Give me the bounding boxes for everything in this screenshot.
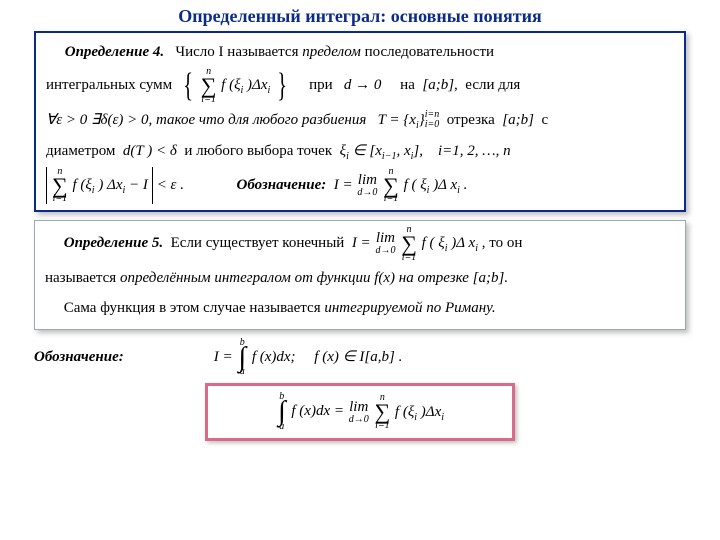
integral-icon: b ∫ a <box>238 338 246 378</box>
sigma-icon: n ∑ i=1 <box>401 225 417 263</box>
def4-d0: d → 0 <box>344 77 382 93</box>
def4-t1: Число I называется <box>175 44 298 60</box>
def4-t11: и любого выбора точек <box>184 143 332 159</box>
def5-t3: называется <box>45 270 116 286</box>
def4-t3: последовательности <box>365 44 494 60</box>
def4-t9: отрезка <box>447 112 495 128</box>
def4-dT: d(T ) < δ <box>123 143 177 159</box>
def4-t2: пределом <box>302 44 361 60</box>
def4-sumbody: f (ξi )Δxi <box>221 77 274 93</box>
def4-line5: n ∑ i=1 f (ξi ) Δxi − I < ε . Обозначени… <box>46 167 674 205</box>
notation-line: Обозначение: I = b ∫ a f (x)dx; f (x) ∈ … <box>34 338 686 378</box>
def5-line1: Определение 5. Если существует конечный … <box>45 225 675 263</box>
def4-t4: интегральных сумм <box>46 77 172 93</box>
left-brace-icon: { <box>183 72 193 99</box>
def4-stack: i=ni=0 <box>425 110 440 130</box>
definition-4-box: Определение 4. Число I называется предел… <box>34 31 686 212</box>
right-brace-icon: } <box>277 72 287 99</box>
sigma-icon: n ∑ i=1 <box>374 393 390 431</box>
def5-t6: интегрируемой по Риману. <box>324 300 495 316</box>
page-title: Определенный интеграл: основные понятия <box>0 0 720 31</box>
def4-I: I = <box>334 177 357 193</box>
def5-body: f ( ξi )Δ xi <box>422 235 482 251</box>
abs-icon: n ∑ i=1 f (ξi ) Δxi − I <box>46 167 153 205</box>
def4-T: T = <box>378 112 400 128</box>
sigma-icon: n ∑ i=1 <box>52 167 68 205</box>
notation-tail: f (x) ∈ I[a,b] . <box>314 349 402 365</box>
def4-head: Определение 4. <box>65 44 164 60</box>
def4-t10: диаметром <box>46 143 115 159</box>
def4-line4: диаметром d(T ) < δ и любого выбора точе… <box>46 136 674 167</box>
def5-t1: Если существует конечный <box>171 235 345 251</box>
integral-icon: b ∫ a <box>278 392 286 432</box>
def4-t5: при <box>309 77 333 93</box>
def4-line3: ∀ε > 0 ∃δ(ε) > 0, такое что для любого р… <box>46 105 674 136</box>
def4-line2: интегральных сумм { n ∑ i=1 f (ξi )Δxi }… <box>46 67 674 105</box>
def4-notation-label: Обозначение: <box>236 177 326 193</box>
red-body: f (ξi )Δxi <box>395 404 444 420</box>
notation-I: I = <box>214 349 237 365</box>
lim-icon: lim d→0 <box>375 231 395 256</box>
def4-t6: на <box>400 77 415 93</box>
def4-t12: i=1, 2, …, n <box>438 143 511 159</box>
def5-line2: называется определённым интегралом от фу… <box>45 263 675 293</box>
lim-icon: lim d→0 <box>357 173 377 198</box>
sigma-icon: n ∑ i=1 <box>383 167 399 205</box>
def4-int2: [a;b] <box>502 112 534 128</box>
def5-I: I = <box>352 235 375 251</box>
def4-t8: ∀ε > 0 ∃δ(ε) > 0, такое что для любого р… <box>46 112 366 128</box>
def4-int: [a;b], <box>422 77 457 93</box>
def4-lt: < ε . <box>157 177 184 193</box>
def5-line3: Сама функция в этом случае называется ин… <box>45 293 675 323</box>
notation-body: f (x)dx; <box>252 349 296 365</box>
lim-icon: lim d→0 <box>349 400 369 425</box>
def4-dot: . <box>464 177 468 193</box>
def4-t9b: с <box>541 112 548 128</box>
red-lhs: f (x)dx = <box>291 404 347 420</box>
def5-int: [a;b]. <box>473 270 508 286</box>
def4-xi: ξi ∈ [xi−1, xi], <box>340 143 427 159</box>
def5-t2: , то он <box>482 235 523 251</box>
notation-label: Обозначение: <box>34 349 124 365</box>
def4-rhsbody: f ( ξi )Δ xi <box>404 177 464 193</box>
def5-t5: Сама функция в этом случае называется <box>64 300 321 316</box>
def5-t4: определённым интегралом от функции f(x) … <box>120 270 469 286</box>
def4-absbody: f (ξi ) Δxi − I <box>72 177 148 193</box>
def4-seq: {xi} <box>403 112 424 128</box>
definition-5-box: Определение 5. Если существует конечный … <box>34 220 686 330</box>
sigma-icon: n ∑ i=1 <box>201 67 217 105</box>
highlight-formula-box: b ∫ a f (x)dx = lim d→0 n ∑ i=1 f (ξi )Δ… <box>205 383 515 441</box>
def4-t7: если для <box>465 77 520 93</box>
def5-head: Определение 5. <box>64 235 163 251</box>
def4-line1: Определение 4. Число I называется предел… <box>46 37 674 67</box>
